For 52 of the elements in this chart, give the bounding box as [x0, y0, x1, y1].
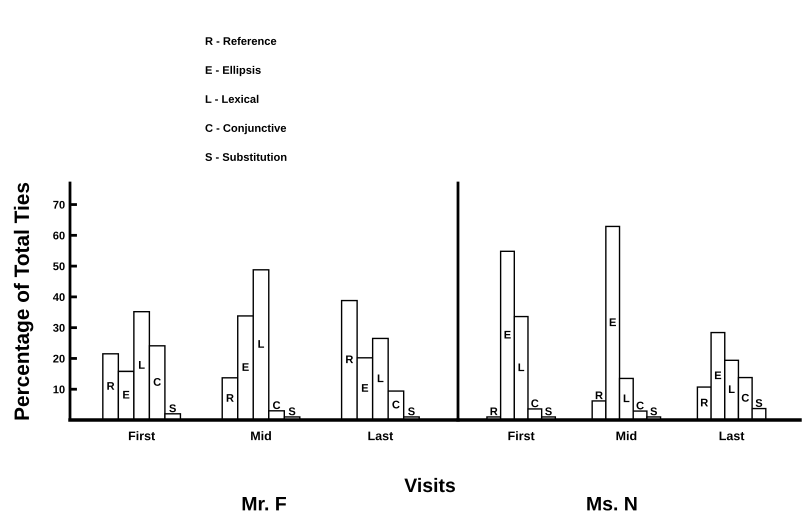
text: L - Lexical: [206, 94, 258, 103]
text: L: [258, 340, 264, 348]
text: R: [700, 398, 708, 406]
text: S: [756, 399, 762, 407]
text: L: [518, 364, 524, 372]
y-tick-label: 40: [52, 293, 65, 302]
text: S: [169, 404, 176, 412]
series-label: L: [728, 385, 735, 394]
x-tick-label: Last: [720, 432, 744, 440]
series-label: L: [138, 361, 145, 369]
text: E - Ellipsis: [206, 66, 261, 76]
x-tick-label: First: [508, 431, 535, 440]
text: R: [596, 392, 603, 400]
text: R: [346, 356, 354, 364]
text: S: [650, 407, 657, 416]
text: Ms. N: [587, 496, 637, 511]
text: R: [226, 394, 234, 402]
x-tick-label: Mid: [251, 431, 271, 440]
text: E: [610, 318, 616, 326]
series-label: E: [123, 390, 130, 399]
x-axis-title: Visits: [404, 478, 455, 492]
text: C - Conjunctive: [205, 124, 286, 134]
text: C: [636, 402, 644, 410]
y-axis-title: Percentage of Total Ties: [14, 182, 34, 420]
text: S: [408, 407, 415, 416]
text: C: [154, 378, 161, 386]
y-tick-label: 30: [53, 324, 65, 332]
series-label: R: [107, 382, 114, 390]
y-tick-label: 50: [53, 262, 65, 270]
y-tick-label: 70: [53, 200, 65, 209]
y-tick-label: 20: [53, 354, 65, 363]
x-tick-label: First: [128, 431, 156, 440]
series-label: E: [504, 330, 511, 339]
text: S - Substitution: [205, 152, 286, 161]
series-label: S: [545, 407, 552, 416]
text: C: [392, 400, 400, 409]
text: E: [242, 363, 249, 371]
series-label: C: [531, 399, 539, 408]
text: Mr. F: [242, 496, 286, 510]
series-label: R: [490, 408, 498, 416]
y-tick-label: 60: [53, 232, 65, 240]
series-label: S: [288, 407, 296, 416]
series-label: C: [272, 401, 280, 410]
text: E: [362, 384, 368, 392]
text: L: [624, 394, 630, 402]
x-tick-label: Last: [368, 432, 394, 440]
text: R - Reference: [206, 36, 276, 45]
y-tick-label: 10: [53, 385, 65, 394]
text: C: [742, 394, 749, 402]
x-tick-label: Mid: [616, 431, 636, 440]
text: E: [714, 372, 722, 380]
text: L: [378, 374, 384, 382]
